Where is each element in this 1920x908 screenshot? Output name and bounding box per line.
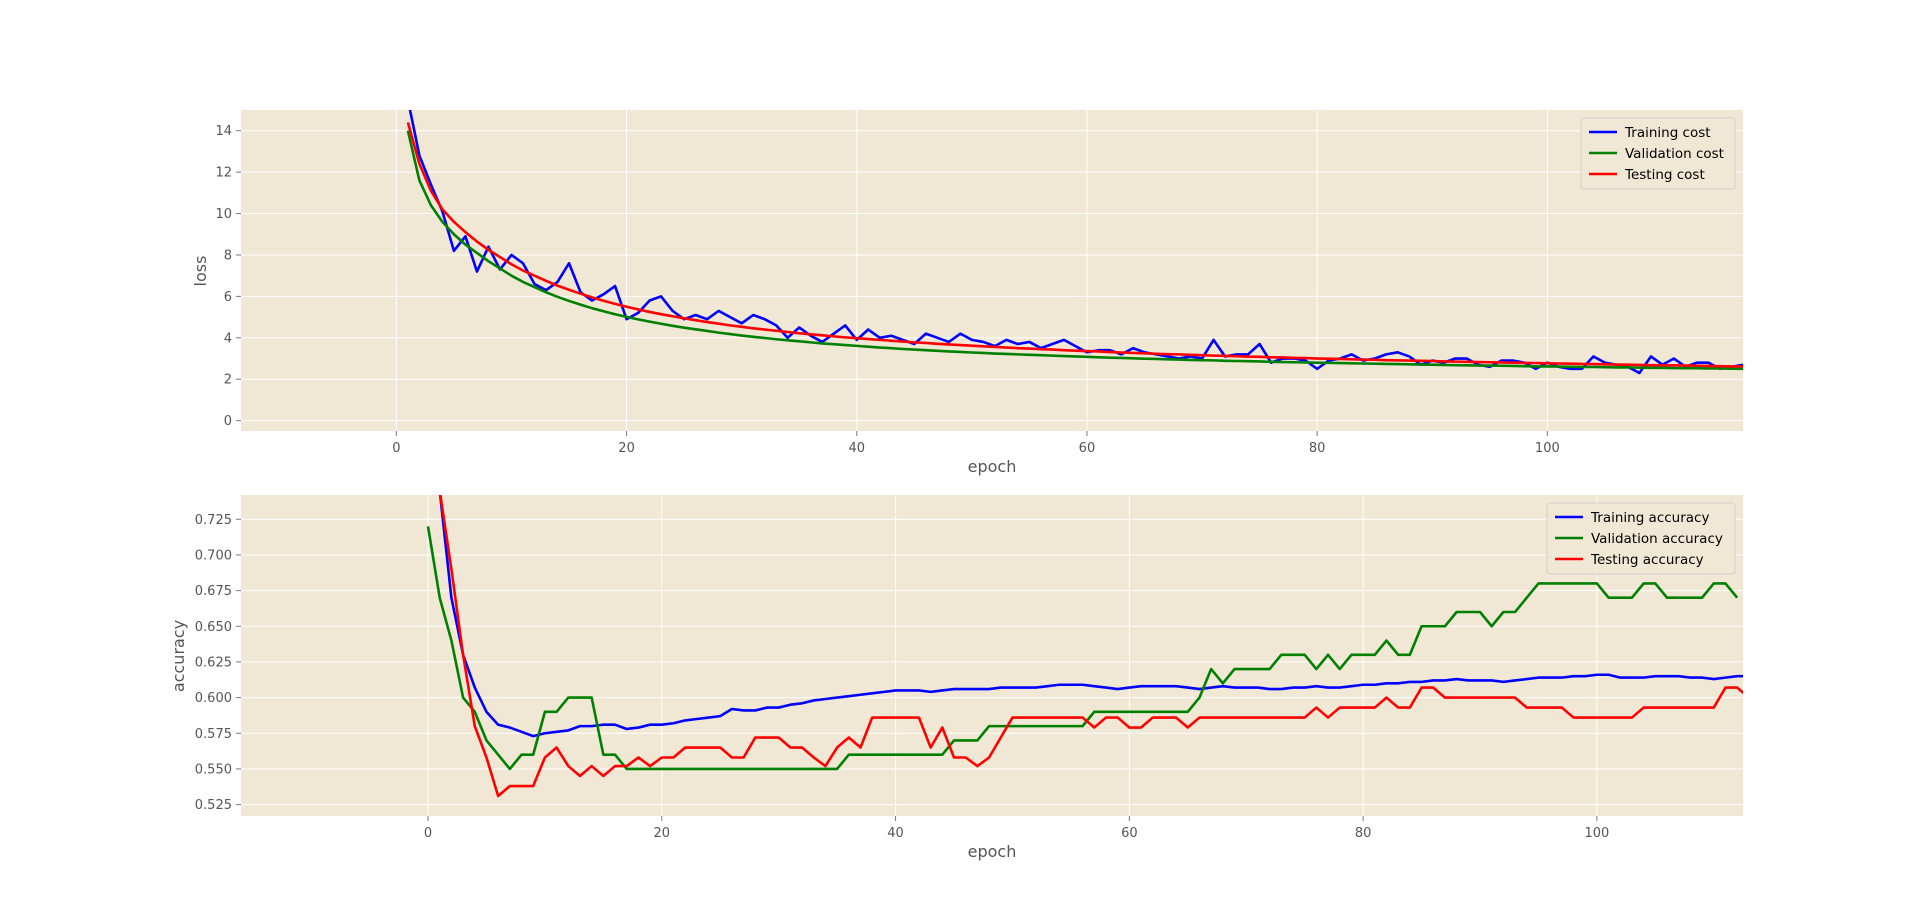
loss-legend-label: Testing cost: [1624, 167, 1705, 183]
accuracy-y-axis-label: accuracy: [169, 620, 188, 692]
loss-y-tick-label: 4: [224, 331, 232, 346]
loss-ticks: 0 20 40 60 80 100 0 2 4 6 8 10 12 14: [215, 124, 1559, 456]
loss-legend: Training cost Validation cost Testing cost: [1580, 117, 1736, 190]
loss-x-tick-label: 40: [848, 441, 865, 456]
accuracy-subplot: 0 20 40 60 80 100 0.525 0.550 0.575 0.600 0.625 0.6…: [169, 495, 1743, 861]
loss-x-tick-label: 60: [1079, 441, 1096, 456]
accuracy-x-tick-label: 100: [1584, 826, 1609, 841]
loss-y-tick-label: 0: [224, 414, 232, 429]
accuracy-x-axis-label: epoch: [968, 842, 1017, 861]
accuracy-y-tick-label: 0.650: [195, 620, 232, 635]
accuracy-grid: [241, 495, 1743, 816]
loss-legend-box: [1580, 117, 1736, 190]
loss-legend-label: Validation cost: [1625, 146, 1724, 162]
loss-y-tick-label: 6: [224, 290, 232, 305]
loss-y-tick-label: 12: [215, 166, 232, 181]
loss-y-axis-label: loss: [191, 256, 210, 287]
accuracy-y-tick-label: 0.625: [195, 655, 232, 670]
accuracy-x-tick-label: 0: [424, 826, 432, 841]
accuracy-y-tick-label: 0.525: [195, 798, 232, 813]
accuracy-legend-label: Training accuracy: [1590, 510, 1709, 526]
loss-x-axis-label: epoch: [968, 457, 1017, 476]
loss-plot-area: [241, 110, 1743, 431]
loss-series-line-3: [406, 122, 1743, 368]
loss-y-tick-label: 14: [215, 124, 232, 139]
accuracy-y-tick-label: 0.675: [195, 584, 232, 599]
accuracy-y-tick-label: 0.550: [195, 762, 232, 777]
accuracy-y-tick-label: 0.575: [195, 727, 232, 742]
accuracy-legend: Training accuracy Validation accuracy Test…: [1546, 502, 1736, 575]
loss-x-tick-label: 0: [392, 441, 400, 456]
loss-y-tick-label: 10: [215, 207, 232, 222]
accuracy-x-tick-label: 20: [654, 826, 671, 841]
accuracy-series-line-3: [439, 495, 1743, 798]
loss-series-line-2: [406, 130, 1743, 371]
accuracy-y-tick-label: 0.700: [195, 548, 232, 563]
accuracy-ticks: 0 20 40 60 80 100 0.525 0.550 0.575 0.600 0.625 0.6…: [195, 513, 1610, 841]
accuracy-series: [426, 495, 1743, 798]
accuracy-y-tick-label: 0.600: [195, 691, 232, 706]
loss-x-tick-label: 20: [618, 441, 635, 456]
accuracy-series-line-1: [438, 495, 1743, 738]
accuracy-series-line-2: [426, 526, 1739, 771]
loss-y-tick-label: 8: [224, 248, 232, 263]
loss-grid: [241, 110, 1743, 431]
loss-legend-label: Training cost: [1624, 125, 1711, 141]
loss-subplot: 0 20 40 60 80 100 0 2 4 6 8 10 12 14 epoch loss Train…: [191, 110, 1743, 476]
loss-x-tick-label: 100: [1535, 441, 1560, 456]
loss-series: [406, 110, 1743, 375]
accuracy-legend-label: Testing accuracy: [1590, 552, 1704, 568]
loss-y-tick-label: 2: [224, 373, 232, 388]
accuracy-legend-box: [1546, 502, 1736, 575]
loss-x-tick-label: 80: [1309, 441, 1326, 456]
accuracy-y-tick-label: 0.725: [195, 513, 232, 528]
accuracy-legend-label: Validation accuracy: [1591, 531, 1723, 547]
accuracy-x-tick-label: 60: [1121, 826, 1138, 841]
accuracy-x-tick-label: 40: [887, 826, 904, 841]
accuracy-x-tick-label: 80: [1355, 826, 1372, 841]
accuracy-plot-area: [241, 495, 1743, 816]
